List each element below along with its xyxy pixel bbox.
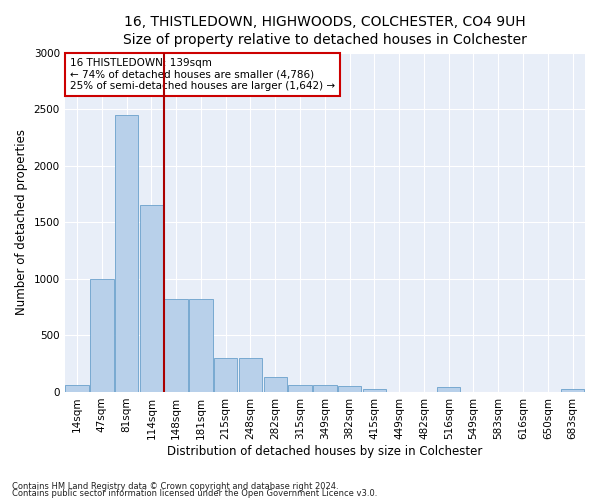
Bar bbox=[214, 358, 238, 392]
Bar bbox=[437, 388, 460, 392]
Bar bbox=[338, 386, 361, 392]
Bar bbox=[189, 299, 213, 392]
Bar bbox=[140, 206, 163, 392]
Bar bbox=[362, 388, 386, 392]
Bar bbox=[90, 279, 113, 392]
Text: Contains HM Land Registry data © Crown copyright and database right 2024.: Contains HM Land Registry data © Crown c… bbox=[12, 482, 338, 491]
Bar bbox=[239, 358, 262, 392]
Bar bbox=[263, 378, 287, 392]
Title: 16, THISTLEDOWN, HIGHWOODS, COLCHESTER, CO4 9UH
Size of property relative to det: 16, THISTLEDOWN, HIGHWOODS, COLCHESTER, … bbox=[123, 15, 527, 48]
Bar bbox=[561, 388, 584, 392]
Bar bbox=[115, 115, 139, 392]
Text: Contains public sector information licensed under the Open Government Licence v3: Contains public sector information licen… bbox=[12, 490, 377, 498]
X-axis label: Distribution of detached houses by size in Colchester: Distribution of detached houses by size … bbox=[167, 444, 482, 458]
Text: 16 THISTLEDOWN: 139sqm
← 74% of detached houses are smaller (4,786)
25% of semi-: 16 THISTLEDOWN: 139sqm ← 74% of detached… bbox=[70, 58, 335, 91]
Bar bbox=[164, 299, 188, 392]
Y-axis label: Number of detached properties: Number of detached properties bbox=[15, 130, 28, 316]
Bar bbox=[65, 385, 89, 392]
Bar bbox=[288, 384, 312, 392]
Bar bbox=[313, 384, 337, 392]
